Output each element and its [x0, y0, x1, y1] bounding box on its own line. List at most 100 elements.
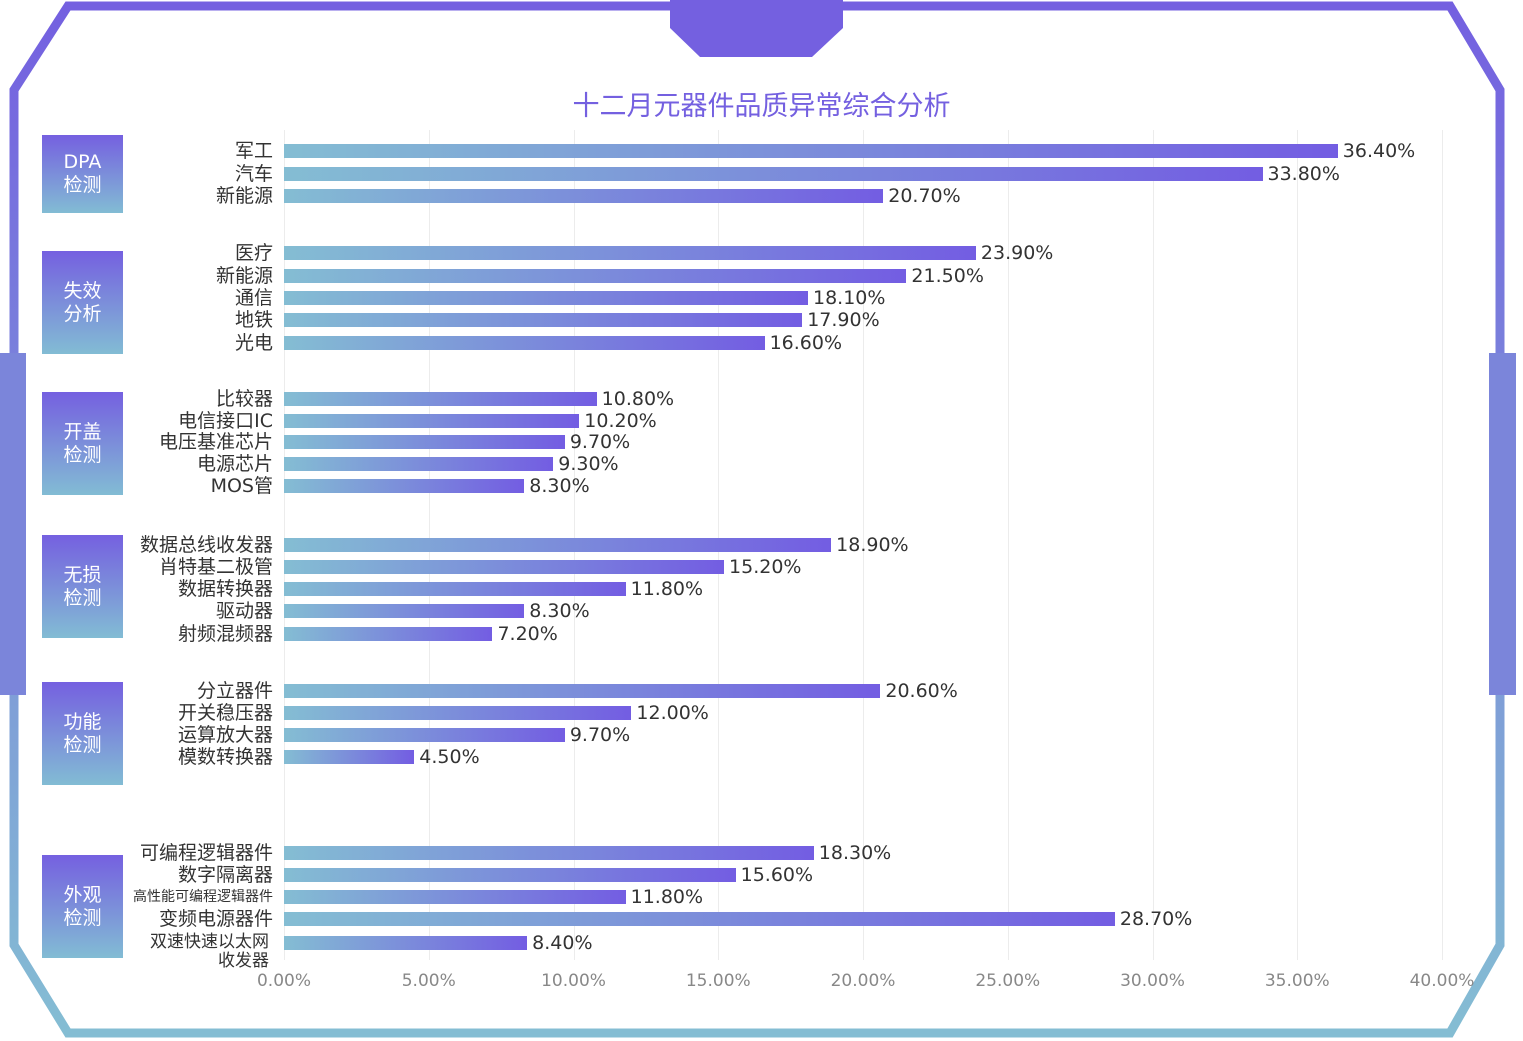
value-label: 4.50%: [419, 746, 480, 768]
category-label: 电压基准芯片: [158, 431, 273, 453]
category-label: 射频混频器: [177, 623, 273, 645]
bar: [284, 291, 808, 305]
category-label: 军工: [234, 140, 273, 162]
bar: [284, 392, 597, 406]
category-label: 电信接口IC: [178, 410, 273, 432]
category-label: 数据转换器: [177, 578, 273, 600]
category-label: 可编程逻辑器件: [139, 842, 273, 864]
value-label: 17.90%: [807, 309, 880, 331]
x-tick-label: 10.00%: [541, 971, 606, 991]
value-label: 15.60%: [740, 864, 814, 886]
bar: [284, 890, 626, 904]
x-tick-label: 25.00%: [975, 971, 1041, 991]
value-label: 9.70%: [569, 724, 631, 746]
category-label: 新能源: [215, 265, 273, 287]
category-label: 高性能可编程逻辑器件: [133, 889, 273, 905]
bar: [284, 457, 554, 471]
value-label: 8.40%: [532, 932, 593, 954]
category-label: 模数转换器: [177, 746, 273, 768]
value-label: 8.30%: [529, 475, 590, 497]
category-label: 电源芯片: [196, 453, 273, 475]
bar: [284, 479, 525, 493]
bar: [284, 336, 765, 350]
x-tick-label: 0.00%: [256, 971, 312, 991]
category-label: 开关稳压器: [177, 702, 273, 724]
category-label: 运算放大器: [177, 724, 273, 746]
bar: [284, 538, 832, 552]
bar: [284, 189, 884, 203]
bar: [284, 604, 525, 618]
category-label: 汽车: [234, 163, 273, 185]
gridline: [1007, 130, 1009, 960]
category-label: 分立器件: [196, 680, 273, 702]
bar: [284, 560, 725, 574]
bar: [284, 246, 976, 260]
category-label: 通信: [234, 287, 273, 309]
value-label: 7.20%: [497, 623, 558, 645]
value-label: 23.90%: [980, 242, 1054, 264]
value-label: 10.80%: [601, 388, 675, 410]
bar: [284, 868, 736, 882]
value-label: 11.80%: [630, 886, 704, 908]
value-label: 15.20%: [729, 556, 802, 578]
gridline: [1152, 130, 1154, 960]
bar: [284, 269, 907, 283]
gridline: [1297, 130, 1299, 960]
bar: [284, 706, 632, 720]
category-label: 地铁: [234, 309, 273, 331]
bar: [284, 414, 580, 428]
category-label: 变频电源器件: [158, 908, 273, 930]
value-label: 20.70%: [888, 185, 961, 207]
value-label: 33.80%: [1267, 163, 1340, 185]
value-label: 10.20%: [584, 410, 657, 432]
bar: [284, 684, 881, 698]
group-label: 功能 检测: [42, 682, 123, 785]
value-label: 18.30%: [818, 842, 892, 864]
group-label: 无损 检测: [42, 535, 123, 638]
category-label: 双速快速以太网 收发器: [150, 932, 269, 971]
value-label: 21.50%: [911, 265, 984, 287]
group-label: 外观 检测: [42, 855, 123, 958]
group-label: DPA 检测: [42, 135, 123, 213]
bar: [284, 167, 1263, 181]
category-label: 比较器: [215, 388, 273, 410]
x-tick-label: 20.00%: [830, 971, 896, 991]
x-tick-label: 40.00%: [1409, 971, 1475, 991]
chart-title: 十二月元器件品质异常综合分析: [572, 91, 951, 122]
x-tick-label: 35.00%: [1264, 971, 1330, 991]
bar: [284, 936, 528, 950]
value-label: 11.80%: [630, 578, 704, 600]
value-label: 18.90%: [836, 534, 909, 556]
x-tick-label: 30.00%: [1120, 971, 1185, 991]
bar: [284, 144, 1338, 158]
x-tick-label: 15.00%: [685, 971, 751, 991]
category-label: 数据总线收发器: [139, 534, 273, 556]
bar: [284, 313, 803, 327]
category-label: 驱动器: [215, 600, 273, 622]
bar: [284, 912, 1115, 926]
value-label: 18.10%: [812, 287, 886, 309]
gridline: [1442, 130, 1443, 960]
value-label: 12.00%: [636, 702, 709, 724]
value-label: 9.70%: [569, 431, 631, 453]
value-label: 16.60%: [769, 332, 843, 354]
value-label: 20.60%: [885, 680, 958, 702]
bar: [284, 627, 493, 641]
category-label: 医疗: [234, 242, 273, 264]
bar: [284, 728, 565, 742]
value-label: 28.70%: [1119, 908, 1193, 930]
bar: [284, 750, 415, 764]
group-label: 开盖 检测: [42, 392, 123, 495]
category-label: 光电: [234, 332, 273, 354]
category-label: 数字隔离器: [177, 864, 273, 886]
value-label: 8.30%: [529, 600, 590, 622]
value-label: 36.40%: [1342, 140, 1416, 162]
category-label: 新能源: [215, 185, 273, 207]
category-label: 肖特基二极管: [158, 556, 273, 578]
gridline: [863, 130, 864, 960]
value-label: 9.30%: [558, 453, 619, 475]
bar: [284, 846, 814, 860]
bar: [284, 582, 626, 596]
bar: [284, 435, 565, 449]
